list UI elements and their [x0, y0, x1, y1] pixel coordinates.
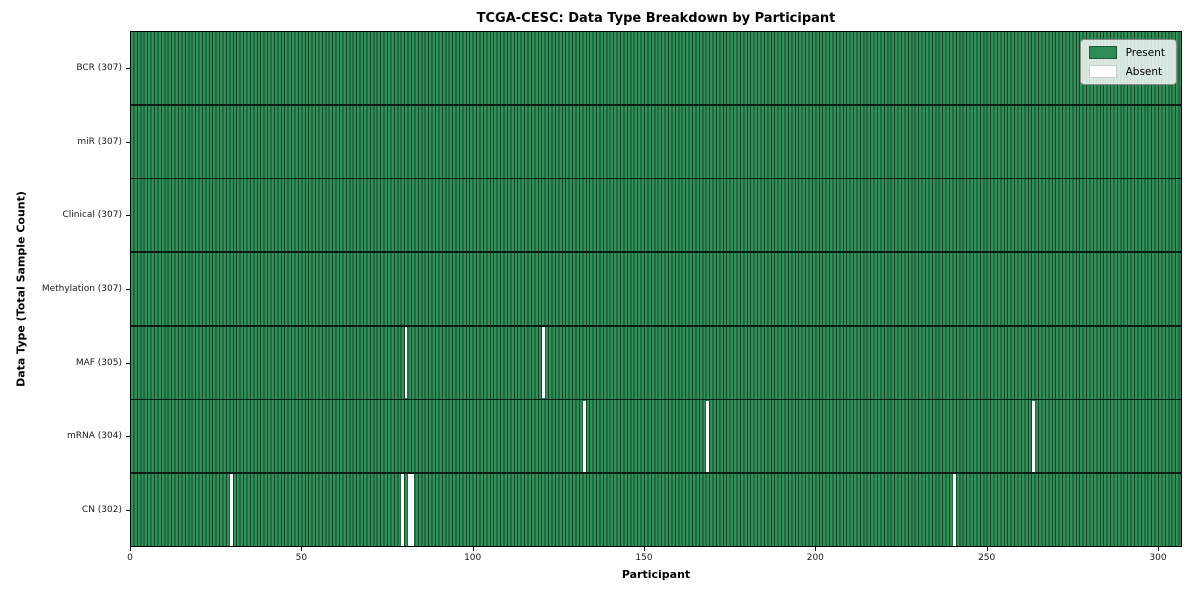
row-divider: [130, 251, 1182, 253]
x-tick-mark: [130, 547, 131, 551]
row-divider: [130, 177, 1182, 180]
legend-swatch-present: [1088, 46, 1117, 59]
absent-gap-CN-79: [401, 474, 405, 546]
legend-entry-absent: Absent: [1088, 65, 1165, 78]
x-tick-mark: [986, 547, 988, 551]
x-tick-label-100: 100: [464, 553, 482, 563]
x-axis-label: Participant: [621, 568, 691, 581]
y-tick-mark: [126, 215, 130, 217]
chart-title: TCGA-CESC: Data Type Breakdown by Partic…: [476, 11, 836, 26]
y-axis-label: Data Type (Total Sample Count): [14, 191, 28, 387]
y-tick-label-Methylation: Methylation (307): [41, 284, 122, 294]
x-tick-mark: [301, 547, 303, 551]
x-tick-mark: [815, 547, 817, 551]
absent-gap-CN-29: [229, 474, 233, 546]
legend-label-present: Present: [1125, 46, 1165, 59]
y-tick-label-miR: miR (307): [77, 136, 122, 147]
plot-area: Present Absent: [130, 31, 1182, 547]
absent-gap-mRNA-132: [582, 400, 586, 473]
y-tick-mark: [126, 289, 130, 290]
absent-gap-MAF-120: [541, 327, 545, 399]
y-tick-label-MAF: MAF (305): [75, 357, 122, 368]
y-tick-mark: [126, 510, 130, 512]
legend-label-absent: Absent: [1125, 65, 1163, 78]
y-tick-label-mRNA: mRNA (304): [67, 431, 122, 442]
absent-gap-CN-240: [952, 474, 956, 546]
x-tick-mark: [644, 547, 645, 551]
x-tick-mark: [1158, 547, 1159, 551]
y-tick-label-CN: CN (302): [81, 505, 122, 516]
y-tick-mark: [126, 436, 130, 438]
y-tick-label-Clinical: Clinical (307): [62, 210, 122, 221]
y-tick-label-BCR: BCR (307): [76, 62, 122, 73]
row-divider: [130, 398, 1182, 401]
y-tick-mark: [126, 141, 130, 143]
row-divider: [130, 103, 1182, 106]
x-tick-label-250: 250: [978, 553, 996, 563]
legend-entry-present: Present: [1088, 46, 1165, 59]
plot-border: [130, 31, 1182, 547]
absent-gap-CN-81: [408, 474, 415, 546]
x-tick-label-0: 0: [127, 553, 133, 563]
row-divider: [130, 472, 1182, 475]
x-tick-label-150: 150: [635, 553, 653, 563]
legend-swatch-absent: [1088, 65, 1117, 78]
x-tick-label-200: 200: [806, 553, 824, 563]
absent-gap-MAF-80: [404, 327, 408, 399]
x-tick-label-300: 300: [1149, 553, 1167, 563]
y-tick-mark: [126, 67, 130, 69]
legend: Present Absent: [1079, 39, 1177, 85]
row-divider: [130, 325, 1182, 327]
absent-gap-mRNA-168: [706, 400, 709, 473]
x-tick-mark: [472, 547, 474, 551]
absent-gap-mRNA-263: [1031, 400, 1035, 473]
x-tick-label-50: 50: [295, 553, 308, 563]
y-tick-mark: [126, 362, 130, 364]
